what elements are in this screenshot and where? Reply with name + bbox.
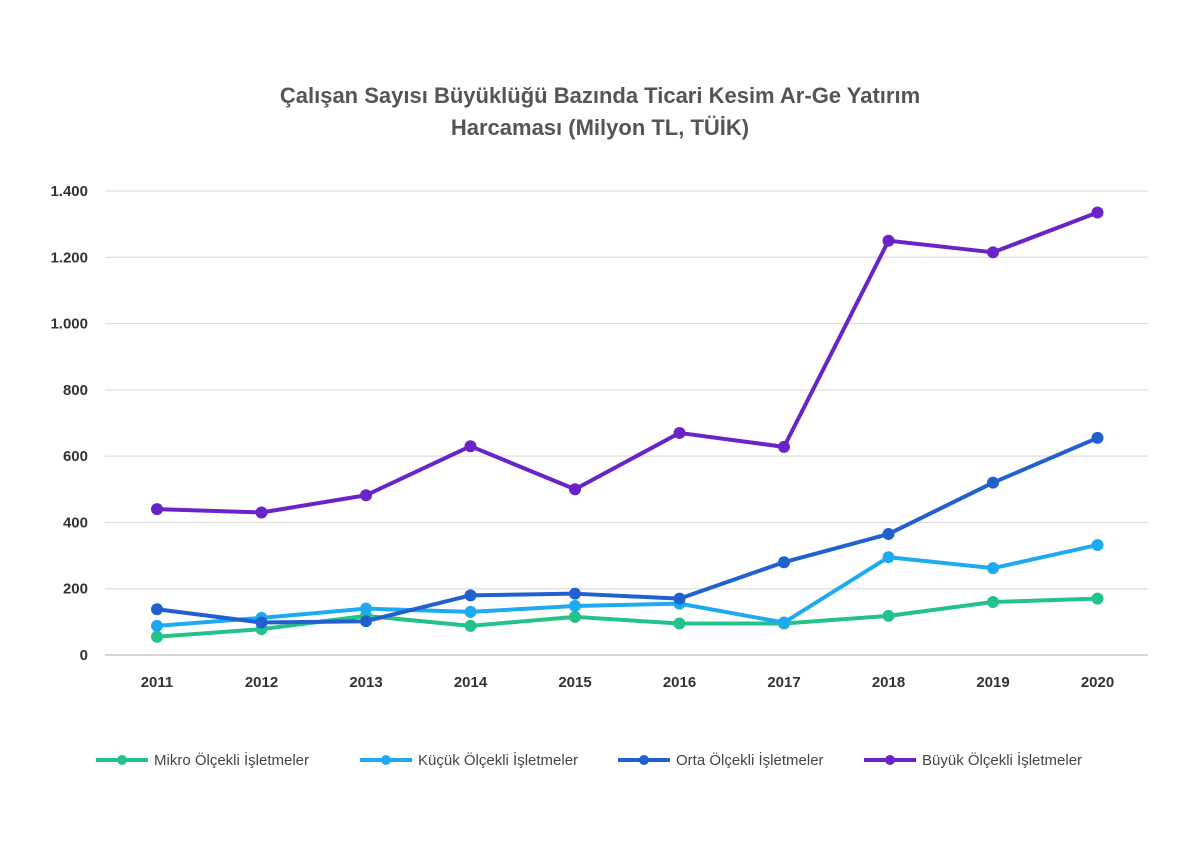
data-point [569,599,581,612]
series-3 [151,206,1104,519]
data-point [464,440,477,453]
series-line [155,435,1100,625]
data-point [987,562,999,575]
chart-title: Çalışan Sayısı Büyüklüğü Bazında Ticari … [0,80,1200,144]
gridlines [105,190,1148,656]
y-tick-label: 800 [63,382,88,399]
legend-item-0: Mikro Ölçekli İşletmeler [96,751,309,769]
series-1 [151,538,1104,632]
data-point [778,616,790,629]
data-point [987,246,999,259]
x-tick-label: 2019 [976,674,1009,691]
data-point [151,603,163,616]
data-point [1091,592,1104,605]
y-tick-label: 1.400 [50,183,88,200]
chart-title-line-1: Çalışan Sayısı Büyüklüğü Bazında Ticari … [279,83,921,108]
legend: Mikro Ölçekli İşletmeler Küçük Ölçekli İş… [96,751,1082,769]
x-tick-label: 2017 [767,674,800,691]
data-point [151,619,163,632]
data-point [464,619,477,632]
y-axis: 0 200 400 600 800 1.000 1.200 1.400 [50,183,88,664]
x-tick-label: 2018 [872,674,905,691]
data-point [1091,431,1104,444]
legend-label: Mikro Ölçekli İşletmeler [154,751,309,769]
data-point [673,592,686,605]
data-point [151,630,163,643]
data-point [1091,206,1104,219]
data-point [1091,538,1104,551]
legend-label: Büyük Ölçekli İşletmeler [922,751,1082,769]
series-0 [151,592,1104,643]
x-tick-label: 2015 [558,674,591,691]
legend-swatch-marker [381,755,391,765]
data-point [360,602,372,615]
y-tick-label: 200 [63,581,88,598]
x-tick-label: 2013 [349,674,382,691]
data-point [255,506,268,519]
series-2 [151,431,1104,629]
y-tick-label: 0 [80,647,88,664]
data-point [569,483,581,496]
legend-item-2: Orta Ölçekli İşletmeler [618,751,824,769]
data-point [882,609,895,622]
x-tick-label: 2020 [1081,674,1114,691]
data-point [882,234,895,247]
y-tick-label: 1.000 [50,316,88,333]
x-tick-label: 2011 [141,674,174,691]
data-point [569,610,581,623]
series-lines [151,206,1104,643]
series-line [155,210,1100,515]
series-line [155,542,1100,628]
data-point [673,426,686,439]
data-point [464,605,477,618]
data-point [360,489,372,502]
data-point [360,615,372,628]
data-point [151,503,163,516]
x-tick-label: 2016 [663,674,696,691]
data-point [778,556,790,569]
legend-item-3: Büyük Ölçekli İşletmeler [864,751,1082,769]
data-point [464,589,477,602]
data-point [987,595,999,608]
data-point [987,476,999,489]
legend-swatch-marker [117,755,127,765]
data-point [255,616,268,629]
data-point [882,551,895,564]
legend-item-1: Küçük Ölçekli İşletmeler [360,751,578,769]
data-point [569,587,581,600]
x-axis: 2011 2012 2013 2014 2015 2016 2017 2018 2019 2020 [141,674,1114,691]
legend-swatch-marker [639,755,649,765]
y-tick-label: 400 [63,514,88,531]
data-point [778,440,790,453]
legend-label: Orta Ölçekli İşletmeler [676,751,824,769]
x-tick-label: 2012 [245,674,278,691]
x-tick-label: 2014 [454,674,488,691]
chart-title-line-2: Harcaması (Milyon TL, TÜİK) [450,115,750,140]
y-tick-label: 1.200 [50,249,88,266]
data-point [673,617,686,630]
data-point [882,528,895,541]
legend-swatch-marker [885,755,895,765]
legend-label: Küçük Ölçekli İşletmeler [418,751,578,769]
y-tick-label: 600 [63,448,88,465]
